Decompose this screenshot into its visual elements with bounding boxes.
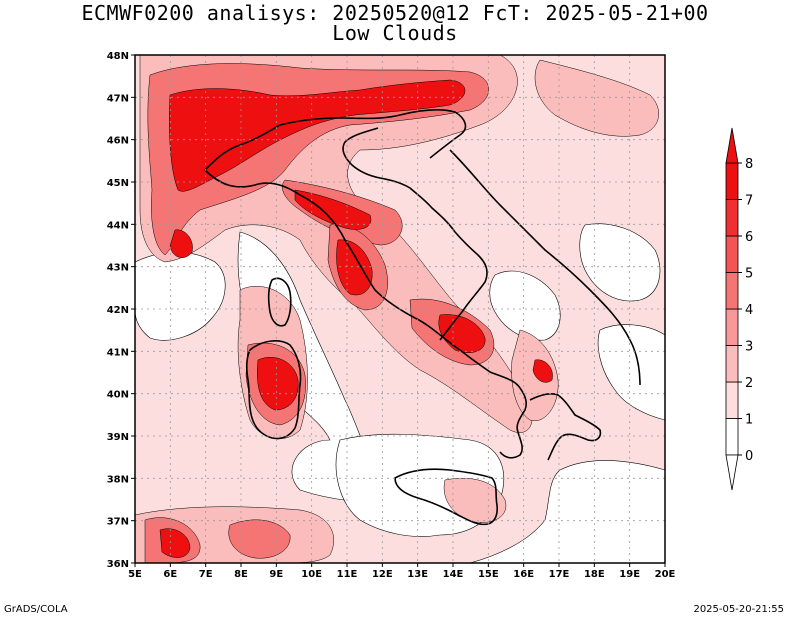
lat-tick-label: 42N [107, 305, 129, 316]
sardinia-outline [245, 340, 302, 440]
colorbar-segment [725, 381, 739, 419]
colorbar-label: 4 [745, 303, 753, 318]
lat-tick-label: 38N [107, 474, 129, 485]
colorbar-max-arrow [725, 127, 739, 164]
clear-area-east [597, 324, 665, 421]
lat-tick-label: 45N [107, 178, 129, 189]
colorbar-label: 7 [745, 194, 753, 209]
lon-tick-label: 19E [619, 569, 640, 580]
lat-tick-label: 40N [107, 390, 129, 401]
lon-tick-label: 5E [128, 569, 142, 580]
colorbar-segment [725, 418, 739, 456]
lon-tick-label: 13E [407, 569, 428, 580]
lon-tick-label: 6E [163, 569, 177, 580]
lat-tick-label: 43N [107, 263, 129, 274]
colorbar-label: 1 [745, 413, 753, 428]
footer-timestamp: 2025-05-20-21:55 [693, 604, 784, 615]
colorbar-label: 8 [745, 157, 753, 172]
colorbar-label: 3 [745, 340, 753, 355]
lon-tick-label: 11E [337, 569, 358, 580]
lon-tick-label: 16E [513, 569, 534, 580]
colorbar-segment [725, 162, 739, 200]
colorbar-segment [725, 272, 739, 310]
lon-tick-label: 20E [655, 569, 676, 580]
colorbar-label: 6 [745, 230, 753, 245]
balkan-coast [449, 149, 641, 386]
lon-tick-label: 18E [584, 569, 605, 580]
colorbar-label: 2 [745, 376, 753, 391]
lat-tick-label: 46N [107, 136, 129, 147]
lat-tick-label: 48N [107, 51, 129, 62]
lon-tick-label: 10E [301, 569, 322, 580]
lon-tick-label: 14E [443, 569, 464, 580]
lon-tick-label: 7E [199, 569, 213, 580]
map-grid [135, 55, 665, 563]
colorbar: 0 1 2 3 4 5 6 7 8 [725, 127, 753, 491]
clear-area-adriatic [489, 270, 561, 341]
sicily-outline [394, 468, 498, 526]
clear-area-balkan [579, 223, 661, 302]
lon-tick-label: 15E [478, 569, 499, 580]
clear-area-ionian [469, 460, 665, 563]
lat-tick-label: 36N [107, 559, 129, 570]
alps-border [204, 109, 467, 171]
lon-tick-label: 8E [234, 569, 248, 580]
lon-tick-label: 12E [372, 569, 393, 580]
colorbar-segment [725, 199, 739, 237]
colorbar-segment [725, 308, 739, 346]
map-subtitle: Low Clouds [332, 21, 458, 45]
latitude-ticks: 36N 37N 38N 39N 40N 41N 42N 43N 44N 45N 46N 47N 48N [107, 51, 135, 570]
colorbar-min-arrow [725, 454, 739, 491]
lat-tick-label: 44N [107, 220, 129, 231]
footer-credit: GrADS/COLA [4, 604, 68, 615]
colorbar-segment [725, 345, 739, 383]
map-title: ECMWF0200 analisys: 20250520@12 FcT: 202… [81, 1, 709, 25]
lat-tick-label: 47N [107, 93, 129, 104]
lat-tick-label: 41N [107, 347, 129, 358]
lon-tick-label: 9E [269, 569, 283, 580]
longitude-ticks: 5E 6E 7E 8E 9E 10E 11E 12E 13E 14E 15E 16E 17E 18E 19E… [128, 563, 676, 580]
corsica-outline [267, 277, 292, 327]
lat-tick-label: 37N [107, 517, 129, 528]
colorbar-label: 5 [745, 267, 753, 282]
lat-tick-label: 39N [107, 432, 129, 443]
colorbar-label: 0 [745, 449, 753, 464]
colorbar-segment [725, 235, 739, 273]
lon-tick-label: 17E [549, 569, 570, 580]
